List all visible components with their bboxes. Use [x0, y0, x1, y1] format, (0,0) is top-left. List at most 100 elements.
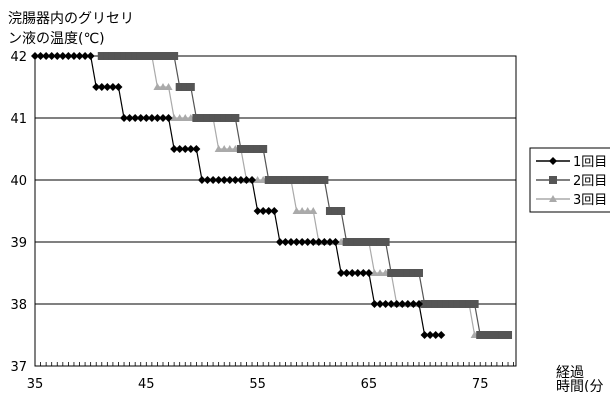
- data-point: [131, 114, 140, 122]
- data-point: [498, 331, 507, 339]
- data-point: [103, 83, 112, 91]
- data-point: [465, 300, 474, 308]
- data-point: [275, 238, 284, 246]
- data-point: [398, 269, 407, 277]
- data-point: [298, 176, 307, 184]
- x-tick-label-55: 55: [249, 377, 266, 392]
- data-point: [337, 207, 346, 215]
- series-line-2: [101, 55, 508, 336]
- data-point: [298, 207, 307, 214]
- data-point: [281, 176, 290, 184]
- data-point: [470, 300, 479, 308]
- data-point: [270, 176, 279, 184]
- data-point: [353, 238, 362, 246]
- data-point: [264, 207, 273, 215]
- data-point: [309, 238, 318, 246]
- data-point: [108, 83, 117, 91]
- data-point: [225, 114, 234, 122]
- data-point: [69, 52, 78, 60]
- data-point: [426, 300, 435, 308]
- data-point: [175, 114, 184, 121]
- data-point: [292, 207, 301, 214]
- data-point: [453, 300, 462, 308]
- data-point: [31, 52, 39, 60]
- data-point: [197, 176, 206, 184]
- data-point: [214, 114, 223, 122]
- data-point: [253, 145, 262, 153]
- data-point: [403, 300, 412, 308]
- data-point: [75, 52, 84, 60]
- data-point: [153, 83, 162, 90]
- data-point: [281, 238, 290, 246]
- data-point: [348, 269, 357, 277]
- data-point: [392, 300, 401, 308]
- data-point: [164, 83, 173, 90]
- data-point: [381, 238, 390, 246]
- data-point: [270, 207, 279, 215]
- y-axis-label-line-1: 浣腸器内のグリセリ: [8, 11, 134, 27]
- data-point: [259, 207, 268, 215]
- data-point: [181, 114, 190, 121]
- data-point: [292, 176, 301, 184]
- data-point: [320, 238, 329, 246]
- data-point: [337, 269, 346, 277]
- legend-label-3: 3回目: [573, 193, 607, 208]
- data-point: [392, 269, 401, 277]
- data-point: [409, 269, 418, 277]
- data-point: [214, 145, 223, 152]
- data-point: [286, 238, 295, 246]
- data-point: [325, 207, 334, 215]
- data-point: [225, 145, 234, 152]
- y-tick-label-40: 40: [10, 174, 27, 189]
- data-point: [303, 238, 312, 246]
- y-tick-label-38: 38: [10, 298, 27, 313]
- data-point: [231, 114, 240, 122]
- data-point: [181, 145, 190, 153]
- data-point: [214, 176, 223, 184]
- data-point: [170, 114, 179, 121]
- x-tick-label-65: 65: [361, 377, 378, 392]
- data-point: [175, 145, 184, 153]
- legend-marker-3: [549, 195, 557, 202]
- data-point: [242, 176, 251, 184]
- data-point: [125, 114, 134, 122]
- data-point: [64, 52, 73, 60]
- data-point: [342, 269, 351, 277]
- data-point: [153, 52, 162, 60]
- data-point: [103, 52, 112, 60]
- data-point: [108, 52, 117, 60]
- y-tick-label-37: 37: [10, 360, 27, 375]
- data-point: [320, 176, 329, 184]
- data-point: [209, 114, 218, 122]
- plot-area: [34, 55, 517, 367]
- data-point: [414, 269, 423, 277]
- data-point: [86, 52, 95, 60]
- data-point: [170, 52, 179, 60]
- data-point: [353, 269, 362, 277]
- data-point: [147, 52, 156, 60]
- data-point: [170, 145, 179, 153]
- data-point: [186, 83, 195, 91]
- data-point: [164, 114, 173, 122]
- data-point: [259, 145, 268, 153]
- data-point: [481, 331, 490, 339]
- x-tick-label-35: 35: [27, 377, 44, 392]
- data-point: [114, 83, 123, 91]
- data-point: [359, 269, 368, 277]
- x-axis-label-line-2: 時間(分: [556, 379, 603, 392]
- data-point: [442, 300, 451, 308]
- data-point: [186, 145, 195, 153]
- data-point: [225, 176, 234, 184]
- series-1: [31, 52, 446, 339]
- data-point: [131, 52, 140, 60]
- data-point: [53, 52, 62, 60]
- data-point: [492, 331, 501, 339]
- data-point: [158, 114, 167, 122]
- data-point: [81, 52, 90, 60]
- data-point: [476, 331, 485, 339]
- data-point: [192, 145, 201, 153]
- data-point: [331, 238, 340, 246]
- legend-marker-1: [549, 157, 557, 165]
- data-point: [376, 238, 385, 246]
- data-point: [203, 176, 212, 184]
